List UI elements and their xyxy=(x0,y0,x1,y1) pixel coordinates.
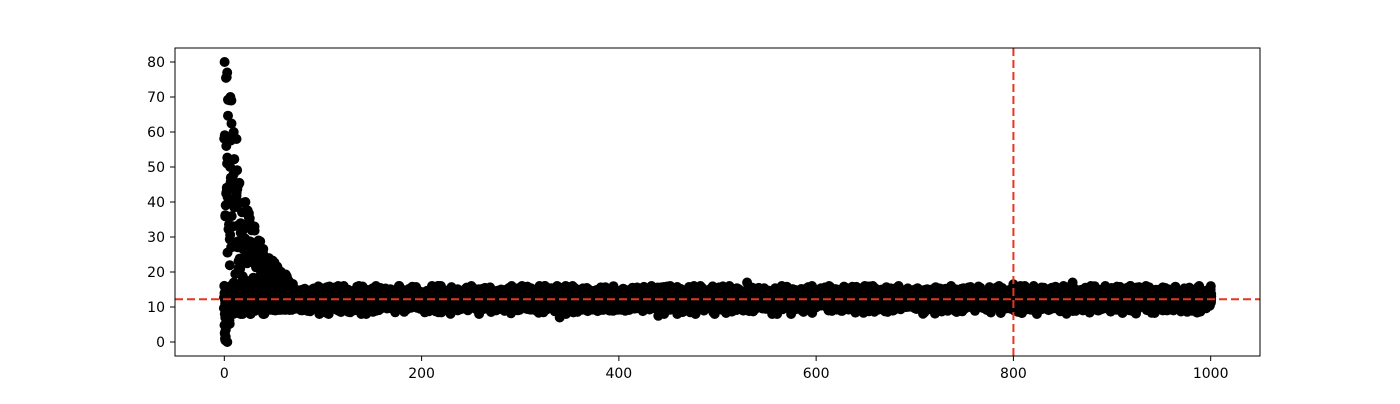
scatter-point xyxy=(226,118,237,129)
scatter-point xyxy=(255,236,266,247)
scatter-point xyxy=(223,110,233,121)
scatter-point xyxy=(244,213,255,224)
scatter-point xyxy=(229,154,240,165)
scatter-point xyxy=(249,225,260,236)
scatter-point xyxy=(240,197,251,207)
scatter-point xyxy=(224,260,235,271)
scatter-point xyxy=(224,234,235,245)
scatter-point xyxy=(235,263,246,274)
scatter-point xyxy=(226,211,237,222)
scatter-points xyxy=(218,57,1217,347)
